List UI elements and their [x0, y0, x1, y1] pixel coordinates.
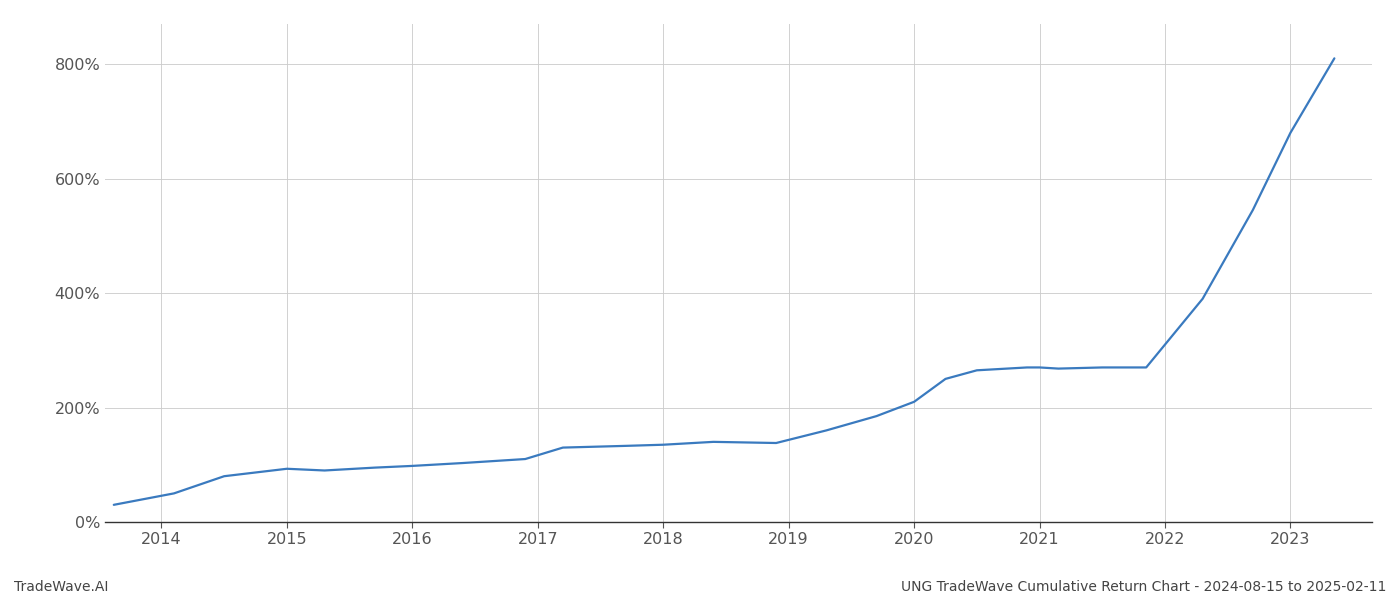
Text: TradeWave.AI: TradeWave.AI: [14, 580, 108, 594]
Text: UNG TradeWave Cumulative Return Chart - 2024-08-15 to 2025-02-11: UNG TradeWave Cumulative Return Chart - …: [900, 580, 1386, 594]
